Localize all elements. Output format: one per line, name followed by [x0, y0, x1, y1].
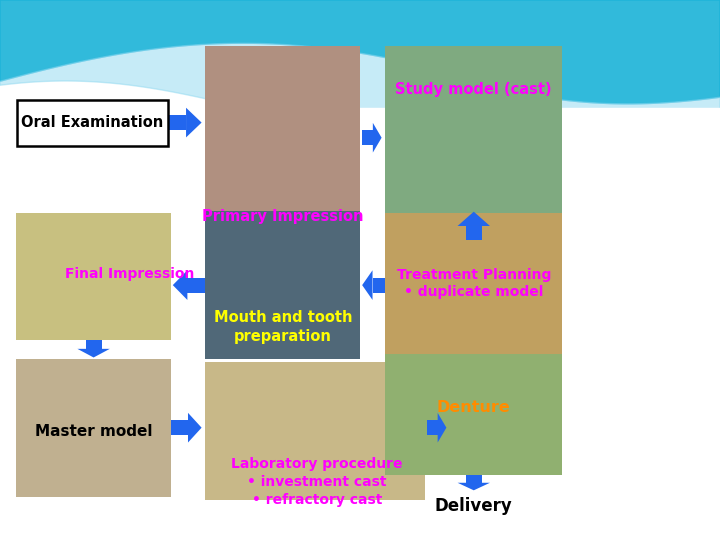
Bar: [187, 278, 205, 293]
Bar: [167, 115, 186, 130]
Text: Oral Examination: Oral Examination: [21, 116, 163, 130]
Bar: [466, 226, 482, 240]
Text: Treatment Planning
• duplicate model: Treatment Planning • duplicate model: [397, 268, 551, 299]
Text: Laboratory procedure
• investment cast
• refractory cast: Laboratory procedure • investment cast •…: [231, 457, 402, 507]
Polygon shape: [458, 212, 490, 226]
Text: Delivery: Delivery: [435, 497, 513, 515]
Text: Mouth and tooth
preparation: Mouth and tooth preparation: [214, 309, 352, 344]
Bar: [385, 354, 562, 475]
FancyBboxPatch shape: [17, 100, 168, 146]
Bar: [205, 46, 360, 240]
Polygon shape: [188, 413, 202, 443]
Bar: [86, 340, 102, 349]
Text: Final Impression: Final Impression: [65, 267, 194, 281]
Polygon shape: [78, 349, 109, 357]
Polygon shape: [373, 123, 382, 152]
Polygon shape: [186, 108, 202, 137]
Bar: [205, 211, 360, 359]
Bar: [171, 420, 188, 435]
Bar: [372, 278, 385, 293]
Bar: [205, 362, 425, 500]
Text: Study model (cast): Study model (cast): [395, 82, 552, 97]
Polygon shape: [438, 413, 446, 443]
Text: Primary Impression: Primary Impression: [202, 208, 364, 224]
Polygon shape: [173, 270, 187, 300]
Bar: [362, 130, 373, 145]
Bar: [16, 213, 171, 340]
Bar: [385, 46, 562, 240]
Polygon shape: [458, 483, 490, 490]
Bar: [427, 420, 438, 435]
Bar: [466, 475, 482, 483]
Polygon shape: [362, 270, 372, 300]
Text: Denture: Denture: [437, 400, 510, 415]
Text: Master model: Master model: [35, 424, 153, 440]
Bar: [385, 213, 562, 356]
Bar: [16, 359, 171, 497]
